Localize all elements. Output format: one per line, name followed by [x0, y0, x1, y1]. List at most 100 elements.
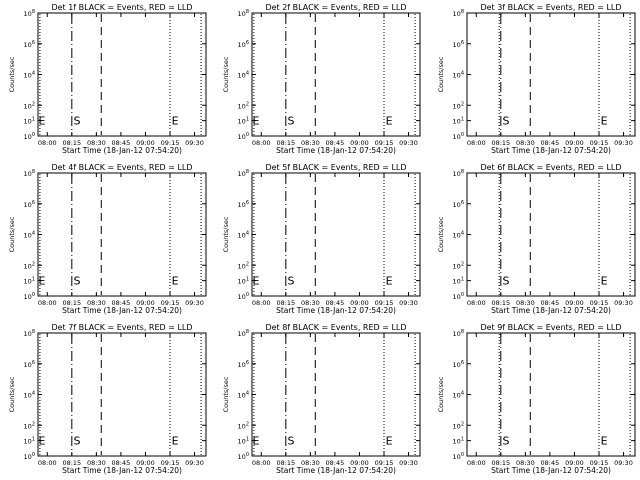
- x-tick-label: 09:30: [614, 139, 633, 147]
- panel-title: Det 6f BLACK = Events, RED = LLD: [480, 163, 621, 172]
- x-axis-title: Start Time (18-Jan-12 07:54:20): [62, 146, 182, 155]
- y-axis-title: Counts/sec: [222, 56, 230, 92]
- y-tick-label: 102: [24, 101, 35, 110]
- end-marker: E: [601, 275, 608, 288]
- y-tick-label: 106: [238, 40, 249, 49]
- x-tick-label: 08:15: [491, 139, 510, 147]
- x-tick-label: 09:30: [614, 299, 633, 307]
- y-tick-label: 106: [24, 360, 35, 369]
- start-marker: S: [502, 275, 509, 288]
- y-tick-label: 104: [238, 391, 249, 400]
- end-marker: E: [39, 115, 46, 128]
- x-tick-label: 09:00: [136, 139, 155, 147]
- y-tick-label: 108: [238, 9, 249, 18]
- x-tick-label: 08:45: [541, 459, 560, 467]
- end-marker: E: [172, 435, 179, 448]
- y-tick-label: 100: [24, 452, 35, 461]
- y-tick-label: 108: [453, 9, 464, 18]
- x-tick-label: 09:30: [185, 459, 204, 467]
- x-tick-label: 09:15: [590, 299, 609, 307]
- start-marker: S: [287, 435, 294, 448]
- x-tick-label: 08:00: [467, 299, 486, 307]
- x-tick-label: 08:30: [516, 139, 535, 147]
- end-marker: E: [253, 115, 260, 128]
- y-tick-label: 106: [24, 200, 35, 209]
- y-tick-label: 102: [238, 261, 249, 270]
- detector-panel: Det 7f BLACK = Events, RED = LLD 08:00 08:…: [8, 323, 207, 475]
- start-marker: S: [287, 115, 294, 128]
- detector-panel: Det 3f BLACK = Events, RED = LLD 08:00 08:…: [437, 3, 636, 155]
- x-axis-title: Start Time (18-Jan-12 07:54:20): [276, 466, 396, 475]
- x-axis-title: Start Time (18-Jan-12 07:54:20): [276, 306, 396, 315]
- x-tick-label: 08:45: [541, 299, 560, 307]
- x-tick-label: 08:00: [38, 139, 57, 147]
- y-axis-title: Counts/sec: [437, 376, 445, 412]
- x-tick-label: 08:00: [467, 139, 486, 147]
- x-tick-label: 09:00: [350, 139, 369, 147]
- y-tick-label: 102: [453, 101, 464, 110]
- y-tick-label: 101: [238, 277, 249, 286]
- y-tick-label: 101: [238, 117, 249, 126]
- end-marker: E: [601, 115, 608, 128]
- plot-frame: [466, 172, 636, 297]
- y-tick-label: 104: [453, 71, 464, 80]
- y-tick-label: 108: [24, 9, 35, 18]
- y-tick-label: 108: [238, 329, 249, 338]
- x-tick-label: 08:45: [112, 459, 131, 467]
- x-axis-title: Start Time (18-Jan-12 07:54:20): [62, 306, 182, 315]
- x-tick-label: 09:15: [161, 139, 180, 147]
- detector-panel: Det 9f BLACK = Events, RED = LLD 08:00 08:…: [437, 323, 636, 475]
- x-tick-label: 09:30: [185, 299, 204, 307]
- plot-frame: [37, 332, 207, 457]
- x-tick-label: 09:00: [565, 459, 584, 467]
- y-axis-title: Counts/sec: [8, 56, 16, 92]
- y-tick-label: 104: [24, 391, 35, 400]
- panel-title: Det 5f BLACK = Events, RED = LLD: [265, 163, 406, 172]
- y-tick-label: 101: [24, 277, 35, 286]
- x-tick-label: 09:15: [375, 299, 394, 307]
- y-tick-label: 104: [238, 231, 249, 240]
- x-axis-title: Start Time (18-Jan-12 07:54:20): [491, 146, 611, 155]
- y-tick-label: 106: [24, 40, 35, 49]
- y-tick-label: 106: [453, 200, 464, 209]
- x-tick-label: 08:30: [301, 299, 320, 307]
- end-marker: E: [601, 435, 608, 448]
- y-tick-label: 100: [453, 292, 464, 301]
- y-tick-label: 101: [24, 437, 35, 446]
- x-tick-label: 08:30: [301, 459, 320, 467]
- end-marker: E: [386, 435, 393, 448]
- x-tick-label: 08:45: [112, 299, 131, 307]
- x-tick-label: 09:15: [161, 299, 180, 307]
- x-axis-title: Start Time (18-Jan-12 07:54:20): [62, 466, 182, 475]
- x-tick-label: 08:45: [326, 139, 345, 147]
- x-tick-label: 08:30: [87, 139, 106, 147]
- y-tick-label: 102: [24, 261, 35, 270]
- x-tick-label: 09:30: [399, 459, 418, 467]
- x-tick-label: 08:30: [301, 139, 320, 147]
- y-axis-title: Counts/sec: [8, 376, 16, 412]
- plot-frame: [466, 332, 636, 457]
- x-tick-label: 08:15: [276, 139, 295, 147]
- x-tick-label: 09:00: [136, 459, 155, 467]
- x-tick-label: 08:00: [467, 459, 486, 467]
- y-tick-label: 100: [24, 292, 35, 301]
- x-tick-label: 09:30: [399, 299, 418, 307]
- y-tick-label: 101: [453, 277, 464, 286]
- y-tick-label: 104: [453, 231, 464, 240]
- x-tick-label: 08:30: [87, 299, 106, 307]
- panel-title: Det 3f BLACK = Events, RED = LLD: [480, 3, 621, 12]
- y-tick-label: 106: [453, 40, 464, 49]
- x-tick-label: 08:15: [62, 459, 81, 467]
- y-axis-title: Counts/sec: [437, 216, 445, 252]
- end-marker: E: [253, 275, 260, 288]
- plot-frame: [37, 172, 207, 297]
- y-tick-label: 108: [453, 329, 464, 338]
- plot-frame: [37, 12, 207, 137]
- x-tick-label: 08:45: [326, 459, 345, 467]
- x-tick-label: 08:45: [541, 139, 560, 147]
- x-tick-label: 08:45: [326, 299, 345, 307]
- panel-title: Det 1f BLACK = Events, RED = LLD: [51, 3, 192, 12]
- plot-frame: [466, 12, 636, 137]
- start-marker: S: [73, 115, 80, 128]
